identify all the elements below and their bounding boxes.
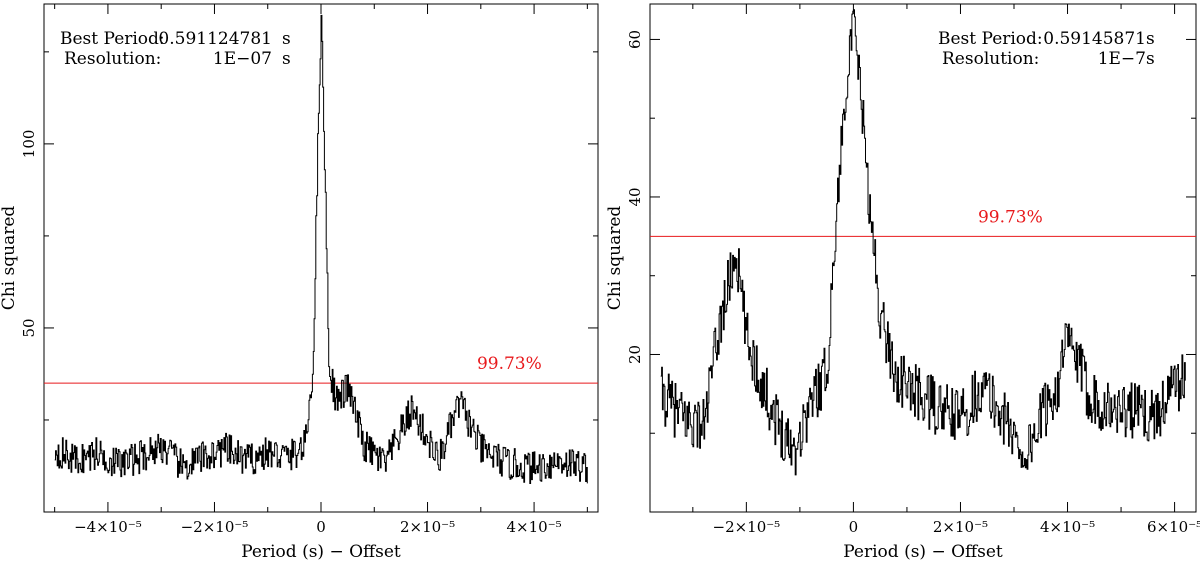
- best-period-label: Best Period:: [938, 29, 1043, 49]
- resolution-label: Resolution:: [64, 49, 161, 69]
- x-tick-label: 0: [849, 518, 859, 536]
- chart-panel-1: −4×10⁻⁵ −2×10⁻⁵ 0 2×10⁻⁵ 4×10⁻⁵ 50 100 Period (…: [0, 3, 599, 561]
- best-period-unit: s: [282, 29, 291, 49]
- x-axis-title: Period (s) − Offset: [241, 542, 401, 561]
- y-tick-label: 100: [20, 130, 38, 159]
- x-tick-label: −2×10⁻⁵: [713, 518, 781, 536]
- threshold-label: 99.73%: [978, 207, 1043, 227]
- x-tick-label: −4×10⁻⁵: [74, 518, 142, 536]
- resolution-label: Resolution:: [942, 49, 1039, 69]
- plot-frame: [43, 3, 599, 513]
- x-tick-label: −2×10⁻⁵: [181, 518, 249, 536]
- chi-squared-series-line: [54, 14, 588, 484]
- x-tick-label: 2×10⁻⁵: [933, 518, 988, 536]
- x-tick-label: 0: [316, 518, 326, 536]
- x-tick-label: 4×10⁻⁵: [1040, 518, 1095, 536]
- plot-frame: [649, 3, 1197, 513]
- x-axis-title: Period (s) − Offset: [843, 542, 1003, 561]
- y-tick-label: 40: [626, 187, 644, 206]
- x-tick-label: 4×10⁻⁵: [507, 518, 562, 536]
- best-period-value: 0.591124781: [158, 29, 272, 49]
- y-tick-label: 50: [20, 318, 38, 337]
- chi-squared-series-line: [660, 9, 1186, 476]
- resolution-unit: s: [282, 49, 291, 69]
- resolution-unit: s: [1146, 49, 1155, 69]
- x-tick-label: 2×10⁻⁵: [400, 518, 455, 536]
- y-tick-label: 20: [626, 345, 644, 364]
- threshold-label: 99.73%: [477, 354, 542, 374]
- resolution-value: 1E−07: [213, 49, 272, 69]
- x-tick-label: 6×10⁻⁵: [1147, 518, 1200, 536]
- y-tick-label: 60: [626, 30, 644, 49]
- y-axis-title: Chi squared: [605, 206, 625, 311]
- best-period-label: Best Period:: [60, 29, 165, 49]
- resolution-value: 1E−7: [1098, 49, 1146, 69]
- best-period-unit: s: [1146, 29, 1155, 49]
- best-period-value: 0.59145871: [1043, 29, 1146, 49]
- chart-panel-2: −2×10⁻⁵ 0 2×10⁻⁵ 4×10⁻⁵ 6×10⁻⁵ 20 40 60 Period (…: [605, 3, 1200, 561]
- y-axis-title: Chi squared: [0, 206, 19, 311]
